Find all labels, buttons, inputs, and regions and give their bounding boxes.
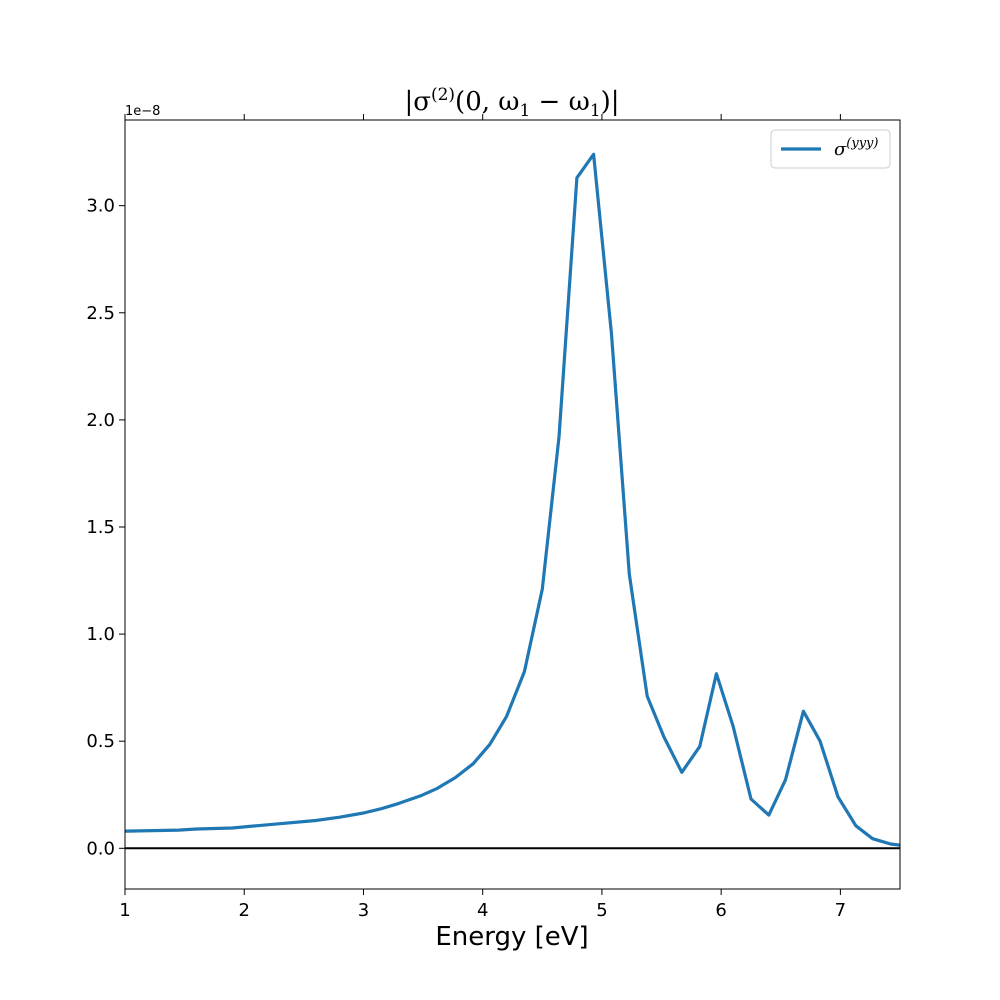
- x-tick-label: 1: [119, 900, 130, 921]
- series-group: [125, 152, 900, 847]
- legend-box: [770, 129, 891, 169]
- x-tick-label: 6: [715, 900, 726, 921]
- y-tick-label: 2.0: [86, 410, 115, 431]
- x-axis-label: Energy [eV]: [435, 922, 588, 952]
- y-tick-label: 1.0: [86, 624, 115, 645]
- series-line-0: [125, 152, 900, 847]
- y-tick-label: 3.0: [86, 196, 115, 217]
- legend-label: σ(yyy): [834, 136, 878, 160]
- plot-frame: [124, 119, 901, 890]
- x-tick-label: 4: [477, 900, 488, 921]
- chart-title: |σ(2)(0, ω1 − ω1)|: [404, 85, 619, 121]
- y-tick-label: 0.5: [86, 731, 115, 752]
- y-offset-label: 1e−8: [125, 104, 160, 119]
- y-tick-label: 2.5: [86, 303, 115, 324]
- x-tick-label: 2: [239, 900, 250, 921]
- x-tick-label: 7: [835, 900, 846, 921]
- x-tick-label: 5: [596, 900, 607, 921]
- x-tick-label: 3: [358, 900, 369, 921]
- y-tick-label: 1.5: [86, 517, 115, 538]
- y-tick-label: 0.0: [86, 838, 115, 859]
- legend: σ(yyy): [770, 129, 891, 169]
